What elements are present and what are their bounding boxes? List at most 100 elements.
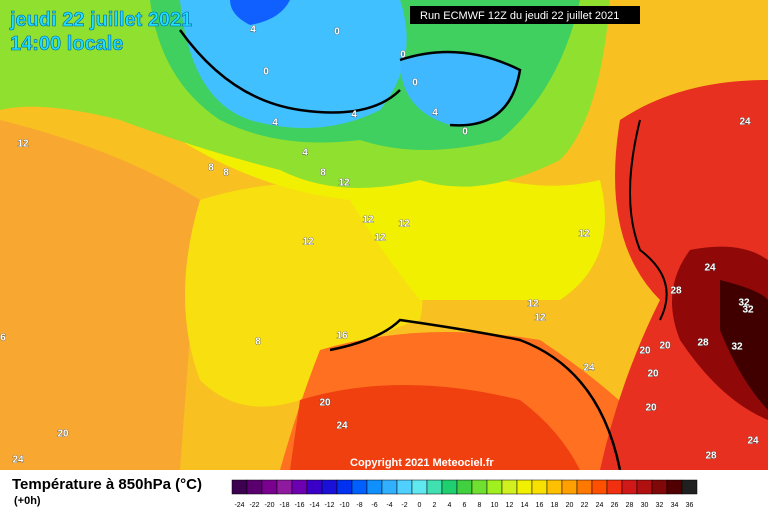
contour-label: 24 — [336, 421, 348, 432]
colorbar-label: -20 — [264, 502, 274, 509]
contour-label: 24 — [739, 117, 751, 128]
contour-label: 12 — [534, 313, 546, 324]
colorbar-label: 8 — [478, 502, 482, 509]
colorbar-label: -8 — [356, 502, 362, 509]
legend-subtitle: (+0h) — [14, 495, 41, 507]
colorbar-label: 16 — [536, 502, 544, 509]
contour-label: 8 — [255, 337, 261, 348]
colorbar-swatch — [261, 479, 278, 495]
colorbar-swatch — [276, 479, 293, 495]
contour-label: 24 — [747, 436, 759, 447]
contour-label: 4 — [432, 108, 438, 119]
colorbar-swatch — [681, 479, 698, 495]
colorbar-label: 18 — [551, 502, 559, 509]
contour-label: 4 — [272, 118, 278, 129]
colorbar-swatch — [516, 479, 533, 495]
colorbar-label: 30 — [641, 502, 649, 509]
colorbar-label: -2 — [401, 502, 407, 509]
colorbar-swatch — [291, 479, 308, 495]
colorbar-label: 24 — [596, 502, 604, 509]
colorbar-swatch — [501, 479, 518, 495]
contour-label: 28 — [697, 338, 709, 349]
legend-title: Température à 850hPa (°C) — [12, 476, 202, 493]
run-label: Run ECMWF 12Z du jeudi 22 juillet 2021 — [420, 10, 619, 22]
colorbar-swatch — [351, 479, 368, 495]
contour-label: 12 — [302, 237, 314, 248]
colorbar-swatch — [471, 479, 488, 495]
contour-label: 0 — [400, 50, 406, 61]
colorbar-label: 32 — [656, 502, 664, 509]
colorbar-label: 36 — [686, 502, 694, 509]
colorbar-swatch — [456, 479, 473, 495]
colorbar-label: 4 — [448, 502, 452, 509]
colorbar-swatch — [321, 479, 338, 495]
colorbar-label: 12 — [506, 502, 514, 509]
contour-label: 20 — [319, 398, 331, 409]
colorbar-label: 34 — [671, 502, 679, 509]
contour-label: 12 — [17, 139, 29, 150]
colorbar-swatch — [576, 479, 593, 495]
contour-label: 28 — [705, 451, 717, 462]
colorbar-label: -10 — [339, 502, 349, 509]
colorbar-swatch — [606, 479, 623, 495]
colorbar-swatch — [246, 479, 263, 495]
colorbar-swatch — [546, 479, 563, 495]
colorbar-swatch — [621, 479, 638, 495]
contour-label: 0 — [263, 67, 269, 78]
colorbar-label: 26 — [611, 502, 619, 509]
colorbar-swatch — [441, 479, 458, 495]
contour-label: 8 — [208, 163, 214, 174]
contour-label: 0 — [334, 27, 340, 38]
contour-label: 28 — [670, 286, 682, 297]
colorbar-label: 0 — [418, 502, 422, 509]
colorbar-label: 10 — [491, 502, 499, 509]
contour-label: 4 — [302, 148, 308, 159]
contour-label: 20 — [645, 403, 657, 414]
colorbar-label: 22 — [581, 502, 589, 509]
contour-label: 6 — [0, 333, 6, 344]
colorbar-swatch — [666, 479, 683, 495]
contour-label: 16 — [336, 331, 348, 342]
contour-label: 20 — [659, 341, 671, 352]
colorbar-label: -22 — [249, 502, 259, 509]
colorbar-label: -18 — [279, 502, 289, 509]
contour-label: 32 — [738, 298, 750, 309]
contour-label: 12 — [578, 229, 590, 240]
contour-label: 8 — [320, 168, 326, 179]
colorbar-swatch — [381, 479, 398, 495]
contour-label: 12 — [338, 178, 350, 189]
contour-label: 0 — [462, 127, 468, 138]
contour-label: 12 — [398, 219, 410, 230]
colorbar-swatch — [231, 479, 248, 495]
contour-label: 32 — [742, 305, 754, 316]
colorbar-label: -6 — [371, 502, 377, 509]
colorbar-label: 2 — [433, 502, 437, 509]
map-background — [0, 0, 768, 471]
colorbar-label: -12 — [324, 502, 334, 509]
contour-label: 12 — [527, 299, 539, 310]
copyright: Copyright 2021 Meteociel.fr — [350, 457, 494, 469]
contour-label: 4 — [351, 110, 357, 121]
colorbar-label: 20 — [566, 502, 574, 509]
date-title: jeudi 22 juillet 2021 — [9, 9, 192, 31]
colorbar: -24 -22 -20 -18 -16 -14 -12 -10 -8 -6 -4 -2 0 2 4 6 8 10 1… — [231, 479, 698, 509]
colorbar-label: 28 — [626, 502, 634, 509]
contour-label: 20 — [57, 429, 69, 440]
contour-label: 24 — [583, 363, 595, 374]
contour-label: 12 — [374, 233, 386, 244]
colorbar-swatch — [486, 479, 503, 495]
colorbar-swatch — [561, 479, 578, 495]
time-title: 14:00 locale — [10, 33, 123, 55]
contour-label: 0 — [412, 78, 418, 89]
contour-label: 32 — [731, 342, 743, 353]
contour-label: 12 — [362, 215, 374, 226]
contour-label: 24 — [12, 455, 24, 466]
colorbar-label: -4 — [386, 502, 392, 509]
colorbar-swatch — [531, 479, 548, 495]
colorbar-label: 14 — [521, 502, 529, 509]
run-box — [410, 6, 640, 24]
contour-label: 8 — [223, 168, 229, 179]
contour-label: 20 — [647, 369, 659, 380]
